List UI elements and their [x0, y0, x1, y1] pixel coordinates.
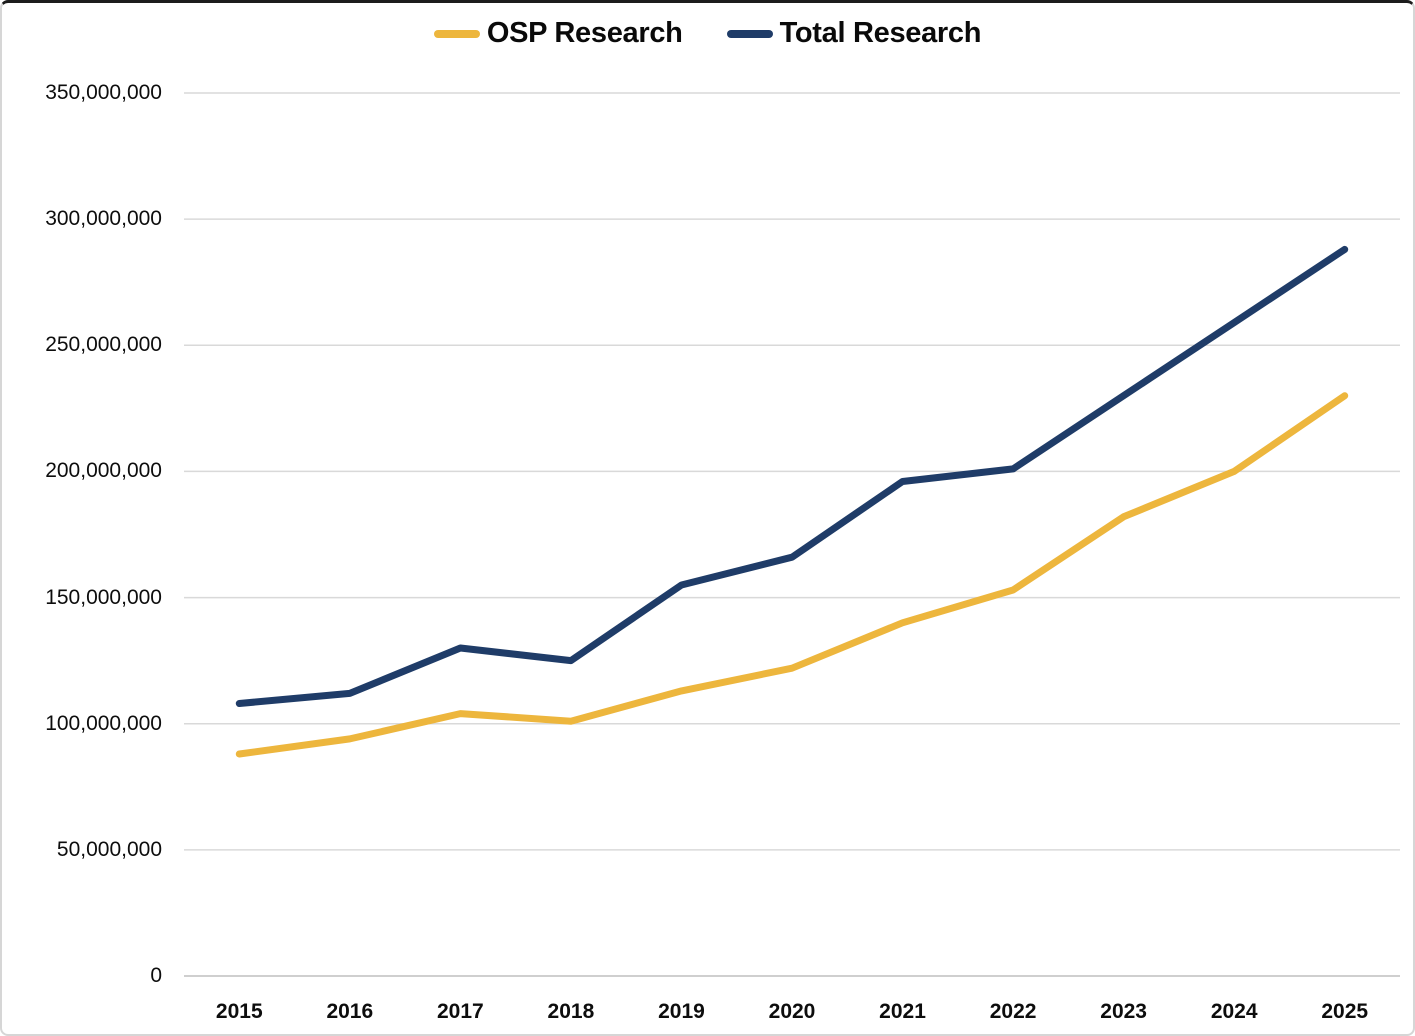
series-line-total-research: [235, 245, 1349, 707]
x-tick-label: 2019: [658, 1000, 705, 1023]
x-tick-label: 2020: [768, 1000, 816, 1023]
legend-swatch-total-research-icon: [726, 29, 773, 38]
legend: OSP Research Total Research: [2, 17, 1413, 50]
y-tick-label: 100,000,000: [45, 711, 162, 735]
legend-swatch-osp-research-icon: [433, 29, 480, 38]
y-tick-label: 50,000,000: [56, 837, 162, 861]
legend-item-total-research: Total Research: [726, 17, 982, 50]
y-tick-label: 200,000,000: [45, 459, 162, 483]
legend-item-osp-research: OSP Research: [433, 17, 683, 50]
legend-label-osp-research: OSP Research: [486, 17, 683, 49]
x-tick-label: 2017: [437, 1000, 484, 1023]
x-tick-label: 2025: [1321, 1000, 1369, 1023]
y-tick-label: 250,000,000: [45, 333, 162, 357]
plot-area: [184, 92, 1400, 977]
x-tick-label: 2022: [989, 1000, 1037, 1023]
x-tick-label: 2024: [1210, 1000, 1258, 1023]
y-tick-label: 350,000,000: [45, 81, 162, 104]
series-line-osp-research: [235, 392, 1349, 758]
x-tick-label: 2021: [879, 1000, 926, 1023]
legend-label-total-research: Total Research: [779, 17, 982, 49]
x-tick-label: 2015: [215, 1000, 263, 1023]
x-tick-label: 2016: [326, 1000, 374, 1023]
y-tick-label: 300,000,000: [45, 207, 162, 231]
x-tick-label: 2018: [547, 1000, 595, 1023]
x-tick-label: 2023: [1100, 1000, 1147, 1023]
y-tick-label: 0: [150, 964, 162, 987]
y-tick-label: 150,000,000: [45, 585, 162, 609]
